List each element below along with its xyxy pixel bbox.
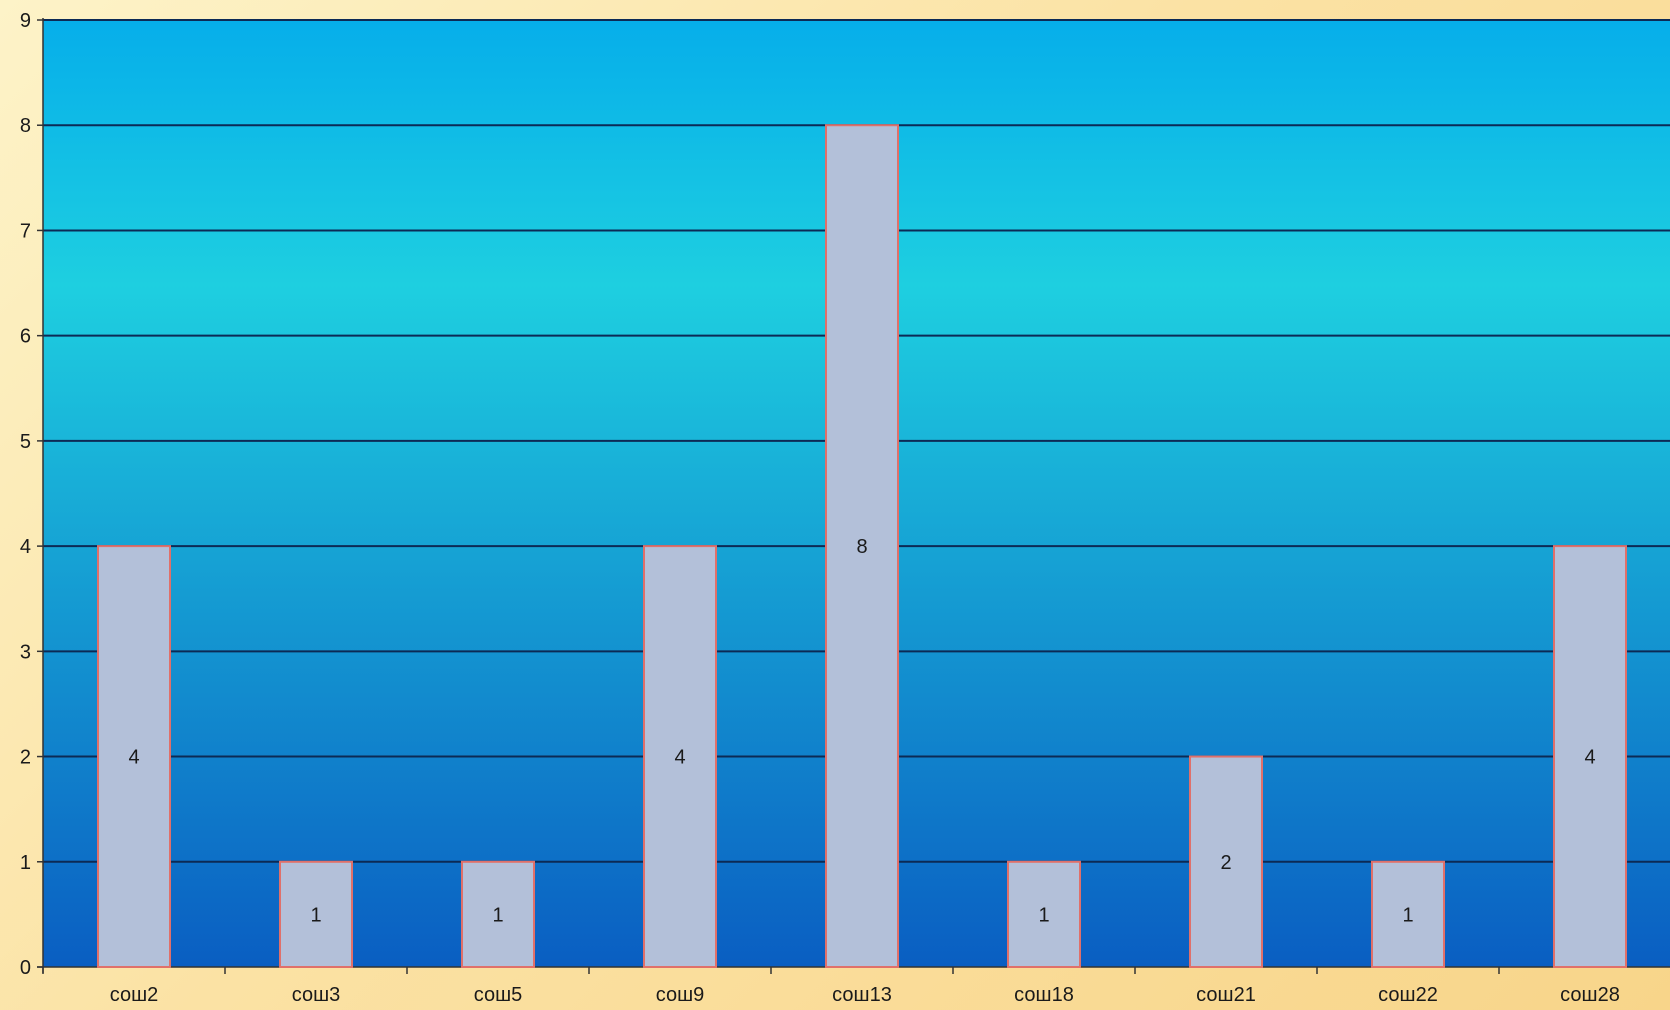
y-tick-label: 6 <box>20 326 31 348</box>
data-label: 1 <box>310 904 321 926</box>
y-tick-label: 5 <box>20 431 31 453</box>
bar-сош9 <box>643 545 717 968</box>
y-tick-label: 7 <box>20 220 31 242</box>
y-axis-labels: 0 1 2 3 4 5 6 7 8 9 <box>20 10 31 979</box>
y-tick-label: 1 <box>20 852 31 874</box>
bar-сош5 <box>461 860 535 968</box>
x-axis-labels: сош2 сош3 сош5 сош9 сош13 сош18 сош21 сош22 сош2… <box>110 984 1620 1006</box>
data-label: 4 <box>1584 747 1595 769</box>
bar-сош21 <box>1189 755 1263 968</box>
x-tick-label: сош18 <box>1014 984 1074 1006</box>
y-tick-label: 4 <box>20 536 31 558</box>
data-label: 1 <box>492 904 503 926</box>
data-label: 1 <box>1038 904 1049 926</box>
data-label: 4 <box>128 747 139 769</box>
bar-сош18 <box>1007 860 1081 968</box>
x-tick-label: сош21 <box>1196 984 1256 1006</box>
x-tick-label: сош22 <box>1378 984 1438 1006</box>
bar-сош13 <box>825 124 899 968</box>
x-tick-label: сош28 <box>1560 984 1620 1006</box>
y-tick-label: 0 <box>20 957 31 979</box>
x-tick-label: сош2 <box>110 984 159 1006</box>
x-tick-label: сош9 <box>656 984 705 1006</box>
data-label: 4 <box>674 747 685 769</box>
bars <box>97 124 1627 968</box>
x-tick-label: сош13 <box>832 984 892 1006</box>
data-label: 1 <box>1402 904 1413 926</box>
y-tick-label: 9 <box>20 10 31 32</box>
data-label: 8 <box>856 536 867 558</box>
y-tick-label: 8 <box>20 115 31 137</box>
x-tick-label: сош5 <box>474 984 523 1006</box>
y-tick-label: 2 <box>20 747 31 769</box>
bar-сош2 <box>97 545 171 968</box>
x-tick-label: сош3 <box>292 984 341 1006</box>
bar-сош3 <box>279 860 353 968</box>
bar-сош28 <box>1553 545 1627 968</box>
bar-сош22 <box>1371 860 1445 968</box>
data-label: 2 <box>1220 852 1231 874</box>
y-tick-label: 3 <box>20 641 31 663</box>
